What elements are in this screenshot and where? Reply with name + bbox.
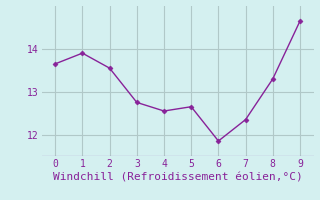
X-axis label: Windchill (Refroidissement éolien,°C): Windchill (Refroidissement éolien,°C): [53, 173, 302, 183]
